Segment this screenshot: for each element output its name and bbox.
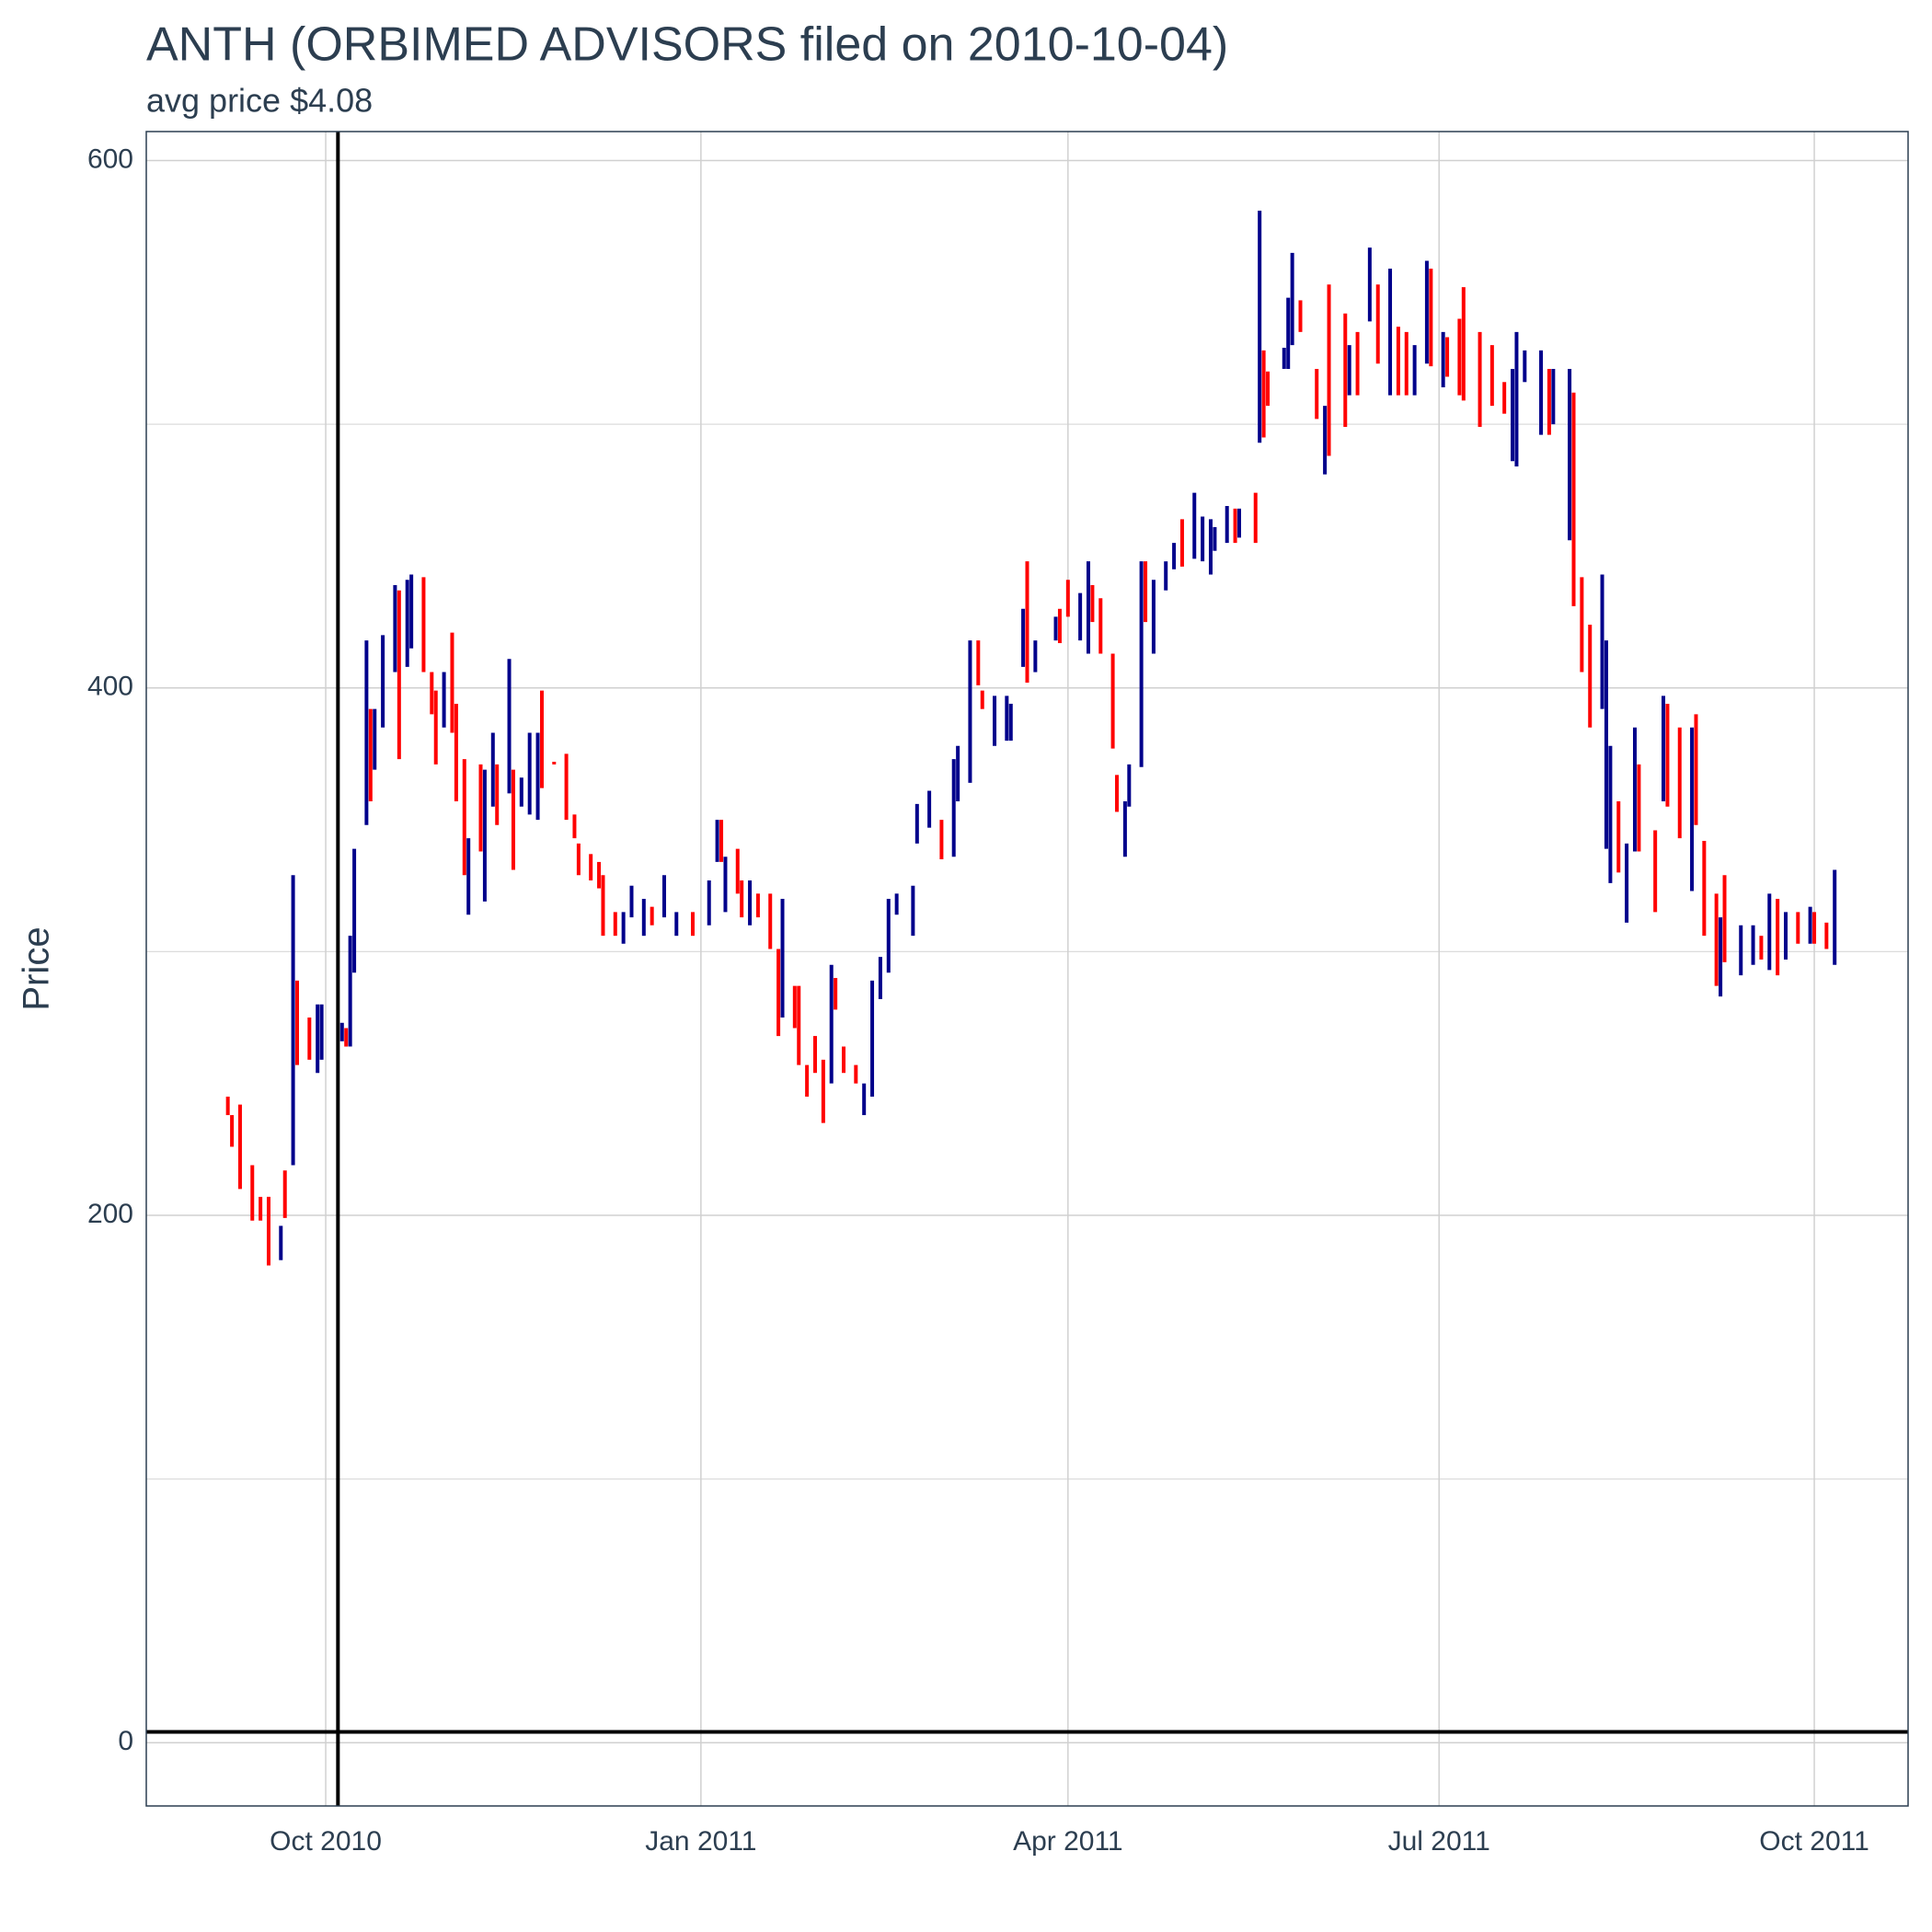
x-tick-label: Apr 2011 — [1013, 1826, 1123, 1857]
x-tick-label: Jan 2011 — [645, 1826, 756, 1857]
y-tick-label: 400 — [87, 672, 133, 702]
y-axis-label: Price — [17, 926, 57, 1010]
x-tick-label: Oct 2011 — [1759, 1826, 1869, 1857]
y-tick-label: 0 — [118, 1726, 133, 1756]
chart-subtitle: avg price $4.08 — [146, 82, 373, 120]
x-tick-label: Jul 2011 — [1388, 1826, 1490, 1857]
y-tick-label: 200 — [87, 1199, 133, 1229]
x-tick-label: Oct 2010 — [270, 1826, 382, 1857]
y-tick-label: 600 — [87, 144, 133, 174]
chart-title: ANTH (ORBIMED ADVISORS filed on 2010-10-… — [146, 18, 1228, 72]
plot-border — [145, 131, 1909, 1807]
